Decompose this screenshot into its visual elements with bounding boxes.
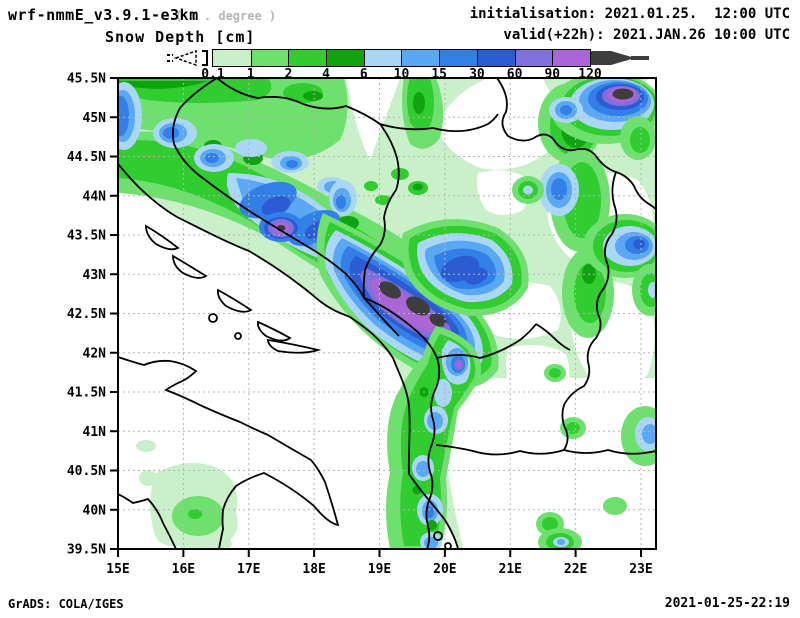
product-title: Snow Depth [cm]: [105, 28, 256, 46]
lat-tick-label: 45.5N: [67, 72, 106, 87]
lon-tick-label: 21E: [499, 562, 522, 575]
valid-time: valid(+22h): 2021.JAN.26 10:00 UTC: [503, 27, 790, 43]
lat-tick-label: 44.5N: [67, 150, 106, 165]
colorbar-segment: [552, 50, 590, 66]
grid-resolution-note: ( x . degree ): [175, 9, 277, 23]
lat-tick-label: 45N: [83, 111, 107, 126]
colorbar-segment: [439, 50, 477, 66]
lat-tick-label: 41.5N: [67, 386, 106, 401]
initialisation-time: initialisation: 2021.01.25. 12:00 UTC: [469, 6, 790, 22]
creation-timestamp: 2021-01-25-22:19: [664, 596, 790, 611]
lat-tick-label: 40N: [83, 503, 107, 518]
colorbar-segment: [514, 50, 553, 66]
lon-tick-label: 22E: [564, 562, 587, 575]
lat-tick-label: 43.5N: [67, 229, 106, 244]
lat-tick-label: 39.5N: [67, 543, 106, 558]
axis-labels: 45.5N 45N 44.5N 44N 43.5N 43N 42.5N 42N 41.5N 41N…: [67, 72, 653, 576]
grads-credit: GrADS: COLA/IGES: [8, 597, 124, 611]
lat-tick-label: 40.5N: [67, 464, 106, 479]
model-title: wrf-nmmE_v3.9.1-e3km: [8, 6, 199, 24]
lon-tick-label: 19E: [368, 562, 391, 575]
colorbar-segment: [401, 50, 440, 66]
colorbar-above-max-arrow: [591, 51, 649, 65]
snow-shading: [118, 78, 656, 549]
colorbar-segment: [326, 50, 364, 66]
lat-tick-label: 41N: [83, 425, 107, 440]
country-borders: [171, 78, 656, 549]
gridlines: [118, 78, 656, 549]
lon-tick-label: 18E: [302, 562, 325, 575]
coastline: [118, 163, 459, 549]
lon-tick-label: 17E: [237, 562, 260, 575]
lat-tick-label: 43N: [83, 268, 107, 283]
lon-tick-label: 20E: [433, 562, 456, 575]
colorbar: [212, 49, 591, 67]
lon-tick-label: 15E: [106, 562, 129, 575]
colorbar-segment: [288, 50, 327, 66]
colorbar-tick-label: 4: [322, 67, 331, 82]
lat-tick-label: 44N: [83, 189, 107, 204]
lat-tick-label: 42N: [83, 346, 107, 361]
lat-tick-label: 42.5N: [67, 307, 106, 322]
colorbar-tick-label: 2: [284, 67, 293, 82]
lon-tick-label: 23E: [629, 562, 652, 575]
colorbar-tick-label: 1: [246, 67, 255, 82]
lon-tick-label: 16E: [172, 562, 195, 575]
colorbar-segment: [363, 50, 402, 66]
colorbar-segment: [213, 50, 251, 66]
colorbar-segment: [476, 50, 515, 66]
colorbar-segment: [250, 50, 289, 66]
map-plot: 45.5N 45N 44.5N 44N 43.5N 43N 42.5N 42N 41.5N 41N…: [67, 72, 657, 576]
colorbar-tick-label: 6: [359, 67, 368, 82]
colorbar-below-min-arrow: [167, 49, 208, 67]
